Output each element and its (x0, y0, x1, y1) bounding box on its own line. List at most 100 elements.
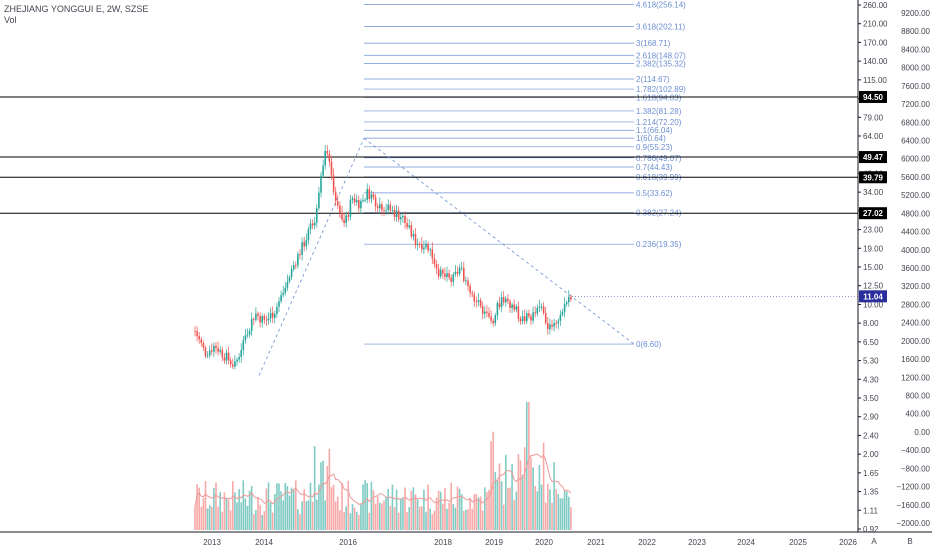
candle-body (559, 314, 562, 321)
candle-body (397, 210, 400, 220)
volume-tick-label: 4800.00 (901, 209, 930, 218)
candle-body (400, 217, 402, 220)
candle-body (563, 304, 566, 313)
volume-bar (475, 493, 478, 530)
candle-body (568, 296, 570, 303)
candle-body (299, 254, 301, 255)
candle-body (458, 267, 461, 274)
volume-bar (267, 482, 270, 530)
volume-bar (374, 503, 377, 530)
volume-bar (255, 509, 257, 530)
volume-bar (460, 494, 463, 530)
candle-body (517, 306, 520, 319)
volume-bar (282, 500, 284, 530)
volume-bar (389, 506, 392, 530)
candle-body (271, 312, 274, 318)
volume-bar (261, 514, 263, 530)
candle-body (200, 339, 203, 344)
volume-bar (450, 482, 452, 530)
volume-bar (509, 487, 511, 530)
volume-bar (431, 514, 434, 530)
candle-body (225, 352, 228, 361)
volume-tick-label: 2000.00 (901, 337, 930, 346)
volume-bar (337, 496, 339, 530)
price-level-badge-label: 27.02 (863, 209, 884, 218)
volume-bar (442, 503, 444, 530)
fib-level-label: 1.618(94.03) (636, 93, 682, 102)
candle-body (387, 204, 389, 210)
candle-body (544, 312, 547, 324)
volume-tick-label: 8800.00 (901, 27, 930, 36)
fib-level-label: 1.214(72.20) (636, 118, 682, 127)
fib-level-label: 1.782(102.89) (636, 85, 686, 94)
candle-body (257, 313, 259, 316)
candle-body (519, 318, 522, 322)
candle-body (416, 243, 419, 246)
volume-bar (259, 504, 261, 530)
volume-bar (471, 508, 473, 530)
candle-body (439, 269, 442, 277)
candle-body (337, 200, 339, 206)
volume-bar (448, 503, 450, 530)
volume-bar (322, 460, 324, 530)
price-tick-label: 140.00 (863, 57, 888, 66)
candle-body (456, 271, 459, 274)
fib-level-label: 2.382(135.32) (636, 60, 686, 69)
candle-body (500, 297, 503, 307)
candle-body (250, 318, 253, 331)
candle-body (204, 347, 207, 357)
log-scale-button[interactable]: B (907, 537, 913, 546)
candle-body (477, 300, 480, 303)
candle-body (244, 335, 247, 341)
volume-bar (444, 488, 446, 530)
candle-body (334, 191, 337, 201)
price-tick-label: 34.00 (863, 188, 884, 197)
candle-body (526, 313, 528, 322)
candle-body (341, 212, 343, 220)
candle-body (261, 316, 263, 323)
candle-body (450, 277, 452, 282)
candle-body (322, 165, 324, 176)
price-level-badge (859, 151, 887, 164)
candle-body (364, 199, 366, 201)
volume-bar (458, 488, 461, 530)
volume-bar (347, 480, 350, 530)
candle-body (297, 254, 299, 266)
volume-bar (234, 492, 236, 530)
candle-body (292, 265, 295, 270)
candle-body (395, 210, 398, 217)
candle-body (358, 200, 360, 209)
candle-body (339, 205, 341, 213)
time-tick-label: 2018 (434, 538, 452, 547)
volume-tick-label: 800.00 (906, 392, 931, 401)
fib-retrace-line (363, 137, 635, 345)
candle-body (324, 151, 326, 166)
fib-level-label: 2(114.67) (636, 75, 670, 84)
candle-body (206, 355, 209, 357)
candle-body (423, 247, 425, 250)
volume-bar (523, 447, 526, 530)
candle-body (427, 243, 429, 251)
candle-body (496, 303, 499, 316)
candle-body (232, 364, 234, 367)
volume-bar (269, 502, 272, 530)
candle-body (311, 223, 314, 226)
auto-scale-button[interactable]: A (871, 537, 877, 546)
volume-tick-label: 7600.00 (901, 82, 930, 91)
volume-bar (559, 498, 562, 530)
volume-tick-label: 1200.00 (901, 373, 930, 382)
volume-tick-label: 400.00 (906, 410, 931, 419)
candle-body (444, 273, 446, 277)
candle-body (389, 204, 392, 211)
volume-bar (492, 431, 494, 530)
candle-body (442, 269, 444, 274)
candle-body (437, 268, 440, 277)
volume-tick-label: −1600.00 (896, 501, 930, 510)
candle-body (288, 277, 291, 282)
volume-bar (297, 509, 299, 530)
candle-body (540, 306, 543, 308)
volume-bar (381, 503, 383, 530)
fib-level-label: 0.7(44.43) (636, 163, 673, 172)
price-tick-label: 15.00 (863, 263, 884, 272)
